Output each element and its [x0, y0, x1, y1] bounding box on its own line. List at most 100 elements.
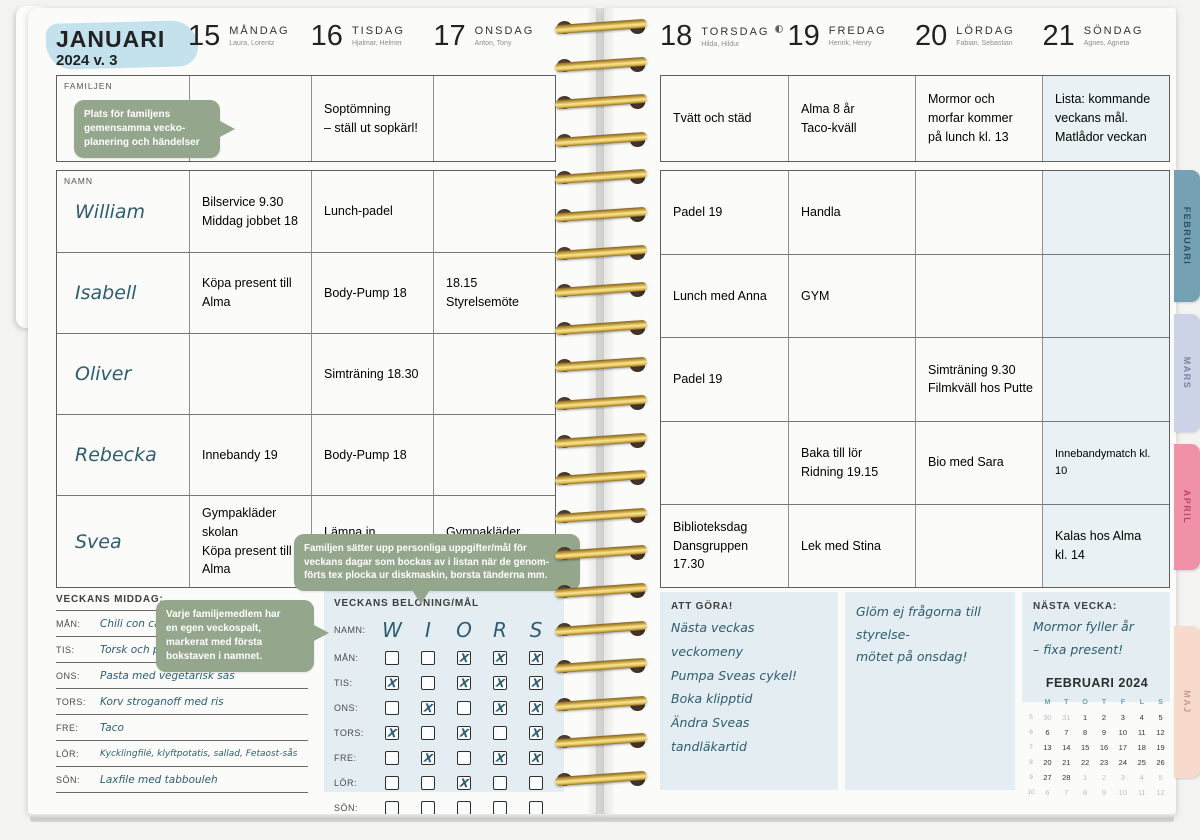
checkbox: X	[529, 675, 543, 690]
check-mark: X	[494, 650, 506, 665]
calendar-day-cell: 20	[1043, 758, 1052, 767]
checkbox-wrap	[374, 770, 410, 795]
schedule-cell-text: 18.15 Styrelsemöte	[446, 276, 519, 309]
checkbox: X	[457, 725, 471, 740]
schedule-cell	[433, 171, 555, 252]
day-name-label: FREDAG	[828, 25, 887, 37]
schedule-cell-text: Padel 19	[673, 205, 723, 220]
schedule-cell: Body-Pump 18	[311, 252, 433, 333]
middag-meal: Kycklingfilé, klyftpotatis, sallad, Feta…	[100, 748, 298, 759]
member-initial: W	[374, 615, 410, 645]
check-mark: X	[422, 700, 434, 715]
schedule-cell: Lunch-padel	[311, 171, 433, 252]
member-initial-text: O	[456, 618, 472, 642]
month-tab-mars: MARS	[1174, 314, 1200, 432]
check-mark: X	[458, 675, 470, 690]
familjen-cell	[433, 76, 555, 161]
schedule-cell	[661, 420, 788, 504]
day-header: 19 FREDAG Henrik, Henry	[788, 22, 916, 51]
familjen-cell: Mormor och morfar kommer på lunch kl. 13	[915, 76, 1042, 161]
middag-meal: Taco	[100, 721, 124, 734]
middag-row: ONS: Pasta med vegetarisk sås	[56, 663, 308, 689]
checkbox: X	[529, 750, 543, 765]
schedule-cell: GYM	[788, 254, 915, 338]
right-page: 18 TORSDAG Hilda, Hildur 19 FREDAG Henrik, He…	[604, 8, 1176, 814]
member-name-cell: Svea	[57, 495, 189, 587]
schedule-cell-text: GYM	[801, 288, 830, 303]
month-tab-label: MARS	[1182, 356, 1192, 390]
checkbox-wrap: X	[482, 645, 518, 670]
schedule-cell	[189, 333, 311, 414]
checkbox	[385, 650, 399, 665]
calendar-day-cell: 12	[1156, 728, 1165, 737]
beloning-section: VECKANS BELÖNING/MÅL NAMN: W I O R S MÅN: X X X TI…	[324, 590, 564, 815]
month-title: JANUARI	[56, 26, 166, 52]
day-meta: TISDAG Hjalmar, Helmer	[352, 22, 405, 47]
checkbox	[421, 675, 435, 690]
checkbox-wrap: X	[446, 770, 482, 795]
spiral-coil	[552, 315, 650, 345]
calendar-day-cell: 6	[1045, 788, 1050, 797]
calendar-day-cell: 10	[1118, 728, 1128, 737]
schedule-cell-text	[916, 505, 1042, 587]
checkbox-wrap: X	[518, 670, 554, 695]
checkbox-wrap	[410, 670, 446, 695]
member-name-text: Svea	[75, 530, 122, 553]
schedule-cell-text	[434, 171, 555, 252]
day-namesday-names: Hilda, Hildur	[701, 41, 740, 48]
checkbox: X	[493, 650, 507, 665]
nasta-vecka-text: Mormor fyller år – fixa present!	[1033, 619, 1134, 657]
calendar-day-cell: 24	[1118, 758, 1128, 767]
moon-phase-icon	[775, 25, 784, 33]
mini-calendar-title: FEBRUARI 2024	[1045, 676, 1149, 690]
day-header: 18 TORSDAG Hilda, Hildur	[660, 22, 788, 51]
day-number: 17	[433, 20, 466, 52]
calendar-day-cell: 19	[1156, 743, 1165, 752]
familjen-cell-text: Lista: kommande veckans mål. Matlådor ve…	[1055, 92, 1151, 144]
checkbox-wrap	[410, 770, 446, 795]
checkbox-wrap	[410, 645, 446, 670]
schedule-cell-text: Lunch med Anna	[673, 288, 767, 303]
day-meta: TORSDAG Hilda, Hildur	[701, 22, 784, 48]
calendar-day-cell: 9	[1101, 728, 1107, 737]
checkbox-wrap: X	[374, 670, 410, 695]
calendar-day-cell: 27	[1043, 773, 1052, 782]
calendar-week-number: 9	[1029, 774, 1033, 781]
speech-bubble-familjen: Plats för familjens gemensamma vecko- pl…	[74, 100, 235, 158]
calendar-day-cell: 9	[1101, 788, 1107, 797]
member-name-cell: Rebecka	[57, 414, 189, 495]
calendar-day-cell: 5	[1158, 713, 1163, 722]
schedule-cell-text: Body-Pump 18	[324, 285, 407, 300]
spiral-coil	[552, 503, 650, 533]
checkbox: X	[529, 700, 543, 715]
namn-label: NAMN	[64, 176, 94, 186]
calendar-day-cell: 18	[1137, 743, 1146, 752]
checkbox	[421, 725, 435, 740]
member-name: Svea	[57, 496, 189, 587]
checkbox-wrap: X	[374, 720, 410, 745]
checkbox: X	[493, 700, 507, 715]
member-name: Rebecka	[57, 415, 189, 495]
schedule-cell-text: Simträning 18.30	[324, 366, 419, 381]
todo-item: Boka klipptid	[671, 691, 753, 707]
spiral-coil	[552, 202, 650, 232]
member-initial: O	[446, 615, 482, 645]
calendar-day-cell: 22	[1080, 758, 1090, 767]
beloning-day-label: FRE:	[334, 752, 357, 763]
check-mark: X	[386, 675, 398, 690]
month-tab-label: MAJ	[1182, 690, 1192, 714]
member-initial: R	[482, 615, 518, 645]
checkbox-wrap: X	[446, 720, 482, 745]
schedule-cell: 18.15 Styrelsemöte	[433, 252, 555, 333]
day-meta: ONSDAG Anton, Tony	[475, 22, 535, 47]
checkbox-wrap	[518, 770, 554, 795]
schedule-cell-text	[916, 171, 1042, 254]
schedule-cell-text	[1043, 171, 1169, 254]
checkbox-wrap: X	[410, 745, 446, 770]
day-number: 18	[660, 20, 693, 52]
checkbox-wrap	[446, 695, 482, 720]
schedule-cell	[1042, 171, 1169, 255]
day-name-label: TISDAG	[351, 25, 405, 37]
beloning-day-label: TORS:	[334, 727, 364, 738]
